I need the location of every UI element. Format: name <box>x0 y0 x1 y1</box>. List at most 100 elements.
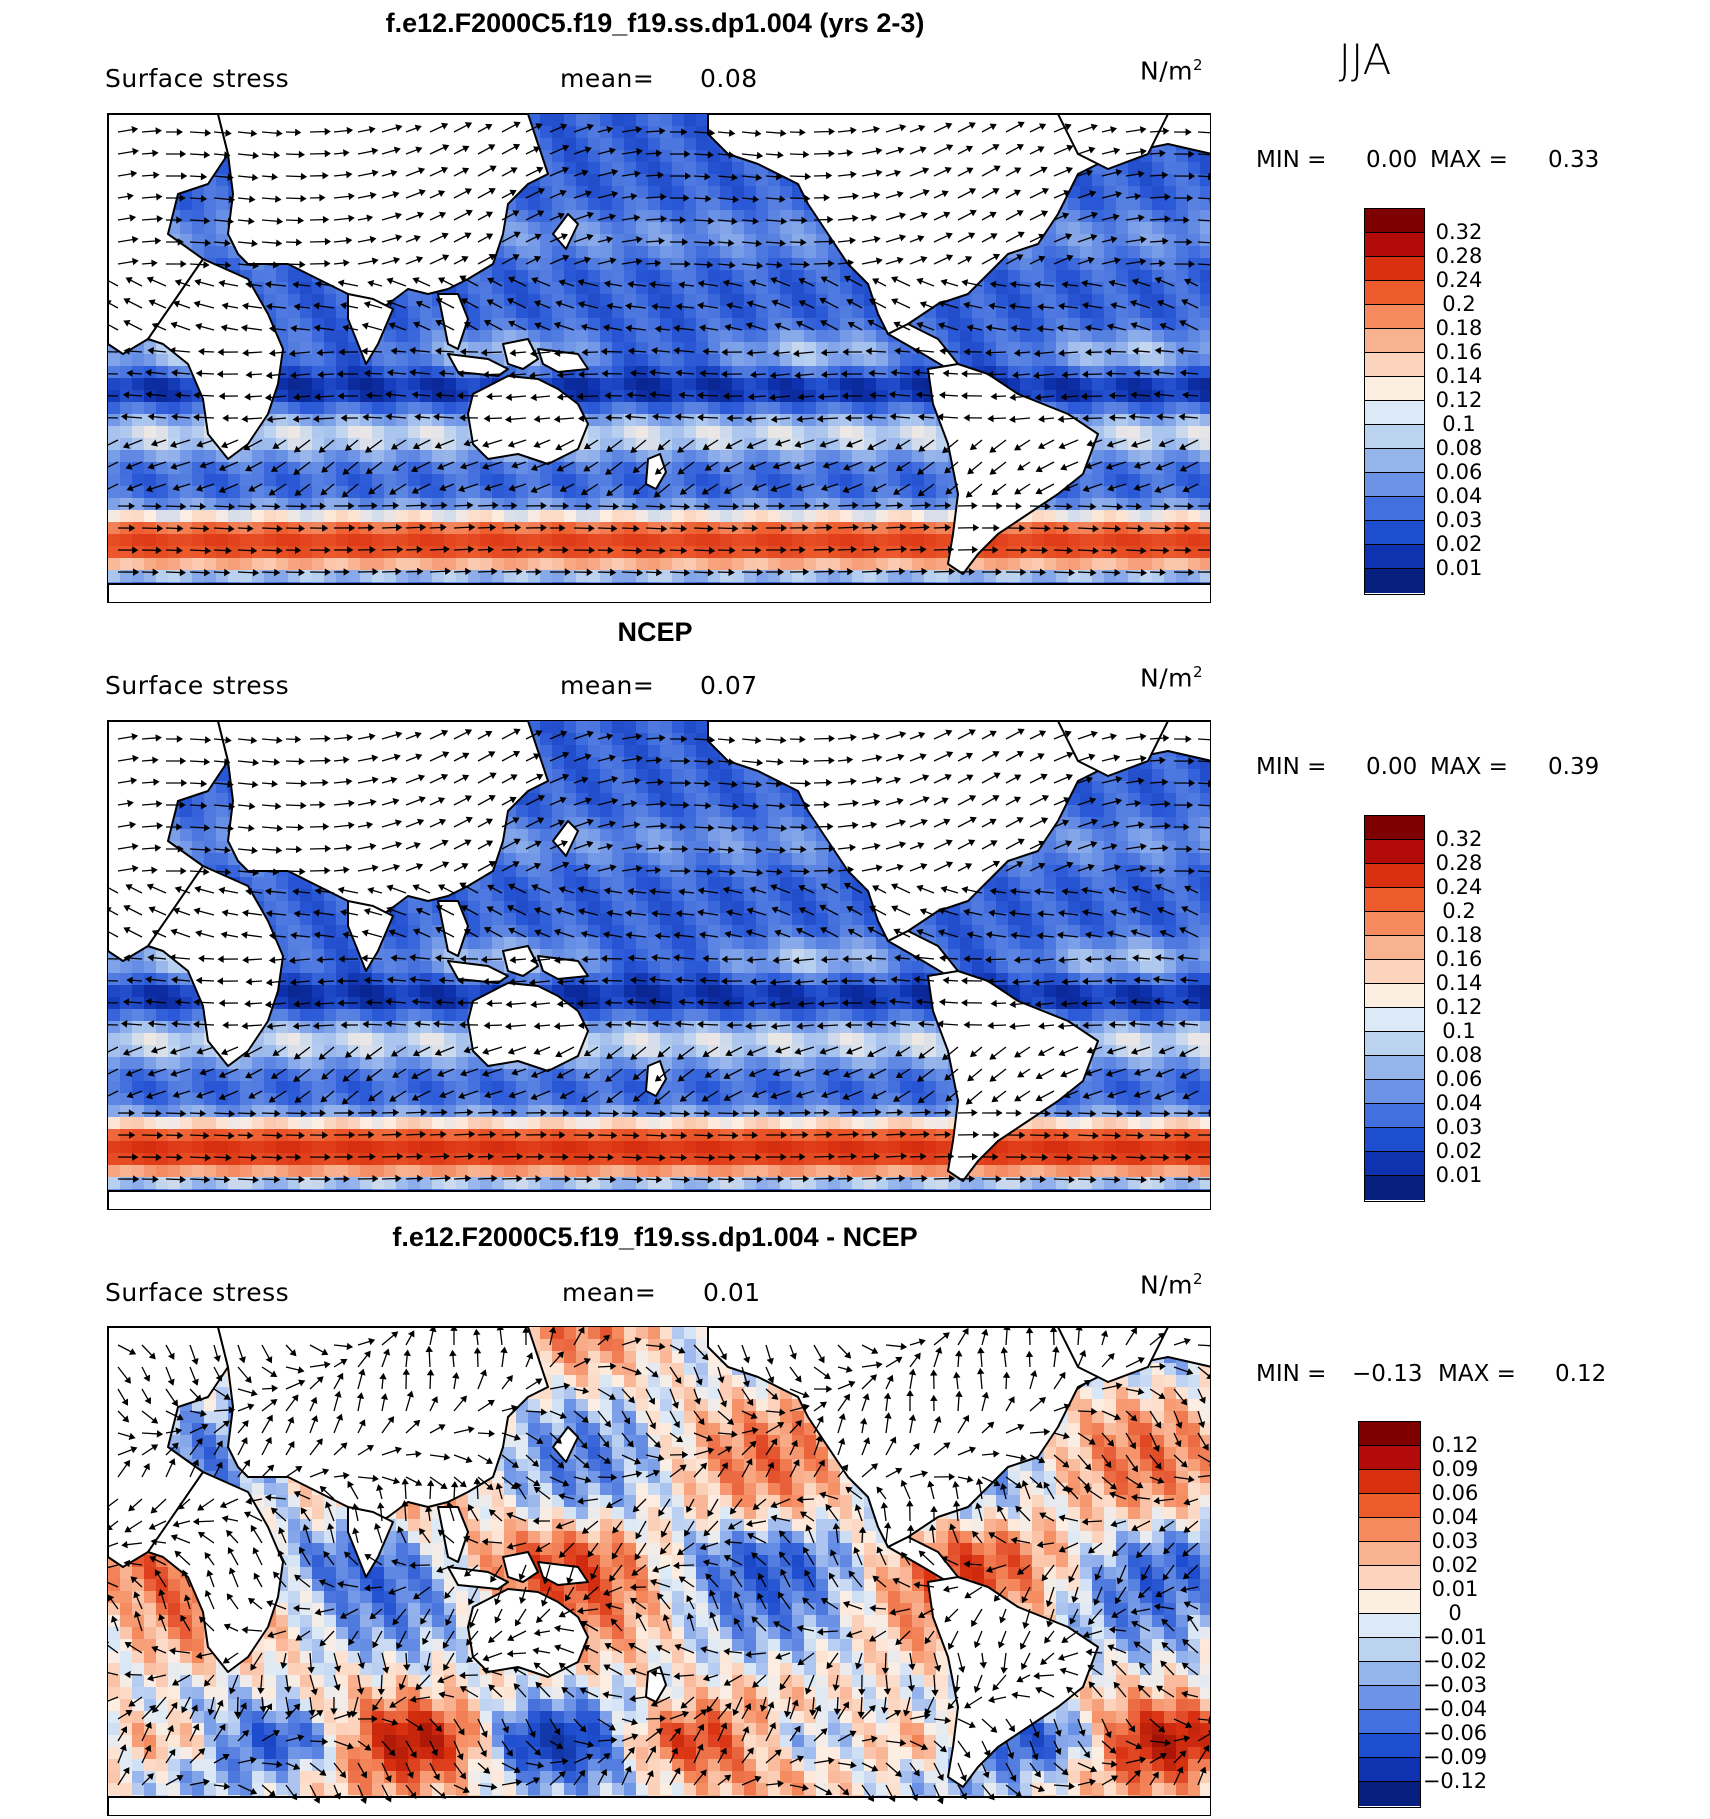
colorbar-swatch <box>1359 1566 1420 1590</box>
colorbar-swatch <box>1359 1614 1420 1638</box>
panel-2-colorbar <box>1364 815 1425 1202</box>
coastline <box>217 1327 549 1528</box>
colorbar-tick-label: 0.18 <box>1435 316 1483 340</box>
colorbar-swatch <box>1365 1056 1424 1080</box>
colorbar-tick-label: −0.03 <box>1422 1673 1488 1697</box>
colorbar-swatch <box>1365 936 1424 960</box>
coastline <box>347 900 394 972</box>
panel-3-max-value: 0.12 <box>1555 1361 1607 1387</box>
colorbar-swatch <box>1365 569 1424 593</box>
colorbar-tick-label: 0.24 <box>1435 875 1483 899</box>
colorbar-swatch <box>1365 888 1424 912</box>
panel-2-title: NCEP <box>617 617 693 647</box>
colorbar-swatch <box>1359 1470 1420 1494</box>
colorbar-tick-label: 0.16 <box>1435 947 1483 971</box>
colorbar-tick-label: 0.1 <box>1442 1019 1476 1043</box>
colorbar-swatch <box>1359 1518 1420 1542</box>
coastline <box>108 1796 1210 1815</box>
panel-2-mean-value: 0.07 <box>700 671 758 700</box>
stress-vectors <box>108 728 1210 1184</box>
panel-1-max-value: 0.33 <box>1548 147 1600 173</box>
panel-2-max-value: 0.39 <box>1548 754 1600 780</box>
colorbar-tick-label: −0.06 <box>1422 1721 1488 1745</box>
colorbar-tick-label: 0.32 <box>1435 827 1483 851</box>
colorbar-swatch <box>1365 960 1424 984</box>
colorbar-swatch <box>1359 1782 1420 1806</box>
panel-1-colorbar <box>1364 208 1425 595</box>
colorbar-swatch <box>1359 1686 1420 1710</box>
coastline <box>502 338 539 370</box>
panel-2-max-label: MAX = <box>1430 754 1508 780</box>
colorbar-swatch <box>1359 1422 1420 1446</box>
coastline <box>147 1471 284 1673</box>
panel-3-max-label: MAX = <box>1438 1361 1516 1387</box>
colorbar-swatch <box>1359 1494 1420 1518</box>
panel-2-mean-label: mean= <box>560 671 655 700</box>
colorbar-swatch <box>1365 305 1424 329</box>
colorbar-tick-label: 0.04 <box>1435 484 1483 508</box>
panel-1-map <box>107 113 1211 603</box>
colorbar-tick-label: 0.32 <box>1435 220 1483 244</box>
colorbar-swatch <box>1365 1008 1424 1032</box>
panel-2-min-label: MIN = <box>1256 754 1327 780</box>
colorbar-swatch <box>1365 401 1424 425</box>
panel-2-map <box>107 720 1211 1210</box>
colorbar-swatch <box>1365 1032 1424 1056</box>
coastline <box>347 293 394 365</box>
coastline <box>645 1666 667 1703</box>
colorbar-tick-label: 0.01 <box>1435 1163 1483 1187</box>
colorbar-swatch <box>1365 1176 1424 1200</box>
colorbar-swatch <box>1365 984 1424 1008</box>
colorbar-swatch <box>1365 473 1424 497</box>
land-masses <box>108 1327 1210 1815</box>
colorbar-tick-label: 0.06 <box>1435 1067 1483 1091</box>
coastline <box>467 375 589 465</box>
panel-1-mean-value: 0.08 <box>700 64 758 93</box>
coastline <box>537 1561 589 1586</box>
panel-3-mean-value: 0.01 <box>703 1278 761 1307</box>
colorbar-tick-label: 0.14 <box>1435 971 1483 995</box>
coastline <box>108 1190 1210 1209</box>
colorbar-swatch <box>1365 1128 1424 1152</box>
panel-1-min-label: MIN = <box>1256 147 1327 173</box>
coastline <box>437 293 469 350</box>
coastline <box>552 820 579 857</box>
colorbar-tick-label: 0.02 <box>1435 532 1483 556</box>
colorbar-swatch <box>1365 233 1424 257</box>
colorbar-swatch <box>1365 257 1424 281</box>
panel-2-variable: Surface stress <box>105 671 290 700</box>
panel-1-unit: N/m2 <box>1140 56 1204 86</box>
colorbar-tick-label: 0.16 <box>1435 340 1483 364</box>
colorbar-tick-label: 0.01 <box>1435 556 1483 580</box>
colorbar-swatch <box>1359 1590 1420 1614</box>
panel-1-title: f.e12.F2000C5.f19_f19.ss.dp1.004 (yrs 2-… <box>385 8 925 38</box>
panel-3-min-value: −0.13 <box>1352 1361 1423 1387</box>
stress-vectors <box>108 1327 1210 1805</box>
coastline <box>537 955 589 980</box>
panel-3-min-label: MIN = <box>1256 1361 1327 1387</box>
panel-2-min-value: 0.00 <box>1366 754 1418 780</box>
colorbar-swatch <box>1359 1446 1420 1470</box>
colorbar-swatch <box>1365 912 1424 936</box>
season-label: JJA <box>1338 35 1392 84</box>
coastline <box>147 258 284 460</box>
colorbar-swatch <box>1365 816 1424 840</box>
colorbar-tick-label: −0.02 <box>1422 1649 1488 1673</box>
coastline <box>108 583 1210 602</box>
colorbar-swatch <box>1365 864 1424 888</box>
coastline <box>347 1506 394 1578</box>
colorbar-tick-label: 0.04 <box>1431 1505 1479 1529</box>
panel-3-map <box>107 1326 1211 1816</box>
colorbar-tick-label: 0.12 <box>1435 388 1483 412</box>
coastline <box>502 1551 539 1583</box>
colorbar-tick-label: 0.18 <box>1435 923 1483 947</box>
colorbar-tick-label: 0.03 <box>1431 1529 1479 1553</box>
colorbar-swatch <box>1365 377 1424 401</box>
colorbar-swatch <box>1365 449 1424 473</box>
colorbar-swatch <box>1359 1734 1420 1758</box>
colorbar-swatch <box>1365 353 1424 377</box>
coastline <box>437 900 469 957</box>
colorbar-tick-label: −0.04 <box>1422 1697 1488 1721</box>
colorbar-swatch <box>1365 1152 1424 1176</box>
colorbar-tick-label: 0.2 <box>1442 899 1476 923</box>
